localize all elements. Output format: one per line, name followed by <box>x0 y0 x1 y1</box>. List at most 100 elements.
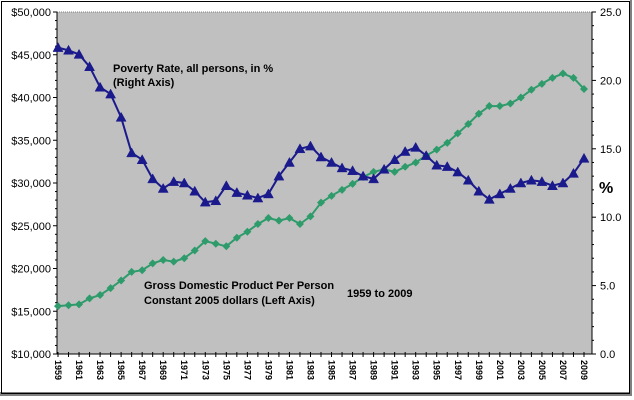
plot-area <box>57 12 592 354</box>
x-tick-label: 1991 <box>390 360 400 380</box>
x-tick-label: 1983 <box>305 360 315 380</box>
data-point-triangle <box>347 165 358 175</box>
data-point-triangle <box>410 141 422 152</box>
data-point-diamond <box>348 179 357 188</box>
data-point-triangle <box>515 177 527 188</box>
data-point-triangle <box>441 161 453 171</box>
data-point-diamond <box>369 167 378 176</box>
data-point-diamond <box>295 220 304 229</box>
x-tick-label: 1963 <box>95 360 105 380</box>
data-point-triangle <box>547 180 558 190</box>
data-point-triangle <box>273 170 285 181</box>
data-point-triangle <box>389 154 401 164</box>
data-point-triangle <box>157 182 169 193</box>
data-point-triangle <box>73 48 85 59</box>
x-tick-label: 1977 <box>242 360 252 380</box>
x-tick-label: 1989 <box>369 360 379 380</box>
data-point-diamond <box>317 198 325 207</box>
x-tick-label: 2009 <box>579 360 589 380</box>
data-point-diamond <box>411 158 420 167</box>
x-tick-label: 1987 <box>348 360 358 380</box>
series-poverty <box>52 42 590 207</box>
data-point-triangle <box>557 177 569 188</box>
data-point-diamond <box>222 242 231 251</box>
data-point-triangle <box>462 174 474 185</box>
data-point-triangle <box>368 173 380 184</box>
data-point-triangle <box>483 193 495 204</box>
x-tick-label: 2003 <box>516 360 526 380</box>
data-point-diamond <box>148 259 157 268</box>
data-point-triangle <box>252 192 264 203</box>
chart-border <box>1 1 630 394</box>
data-point-triangle <box>220 180 232 190</box>
gdp-annotation-line1: Gross Domestic Product Per Person <box>144 280 334 292</box>
data-point-triangle <box>52 42 64 52</box>
data-point-diamond <box>306 212 315 221</box>
x-tick-label: 2007 <box>558 360 568 380</box>
left-axis: $10,000 $15,000 $20,000 $25,000 $30,000 $35,0… <box>11 7 58 361</box>
data-point-triangle <box>178 177 190 188</box>
poverty-annotation-line1: Poverty Rate, all persons, in % <box>113 63 273 75</box>
data-point-triangle <box>378 163 390 174</box>
data-point-triangle <box>494 188 506 199</box>
data-point-diamond <box>569 73 578 82</box>
series-gdp <box>54 69 588 311</box>
data-point-diamond <box>464 120 473 129</box>
x-tick-label: 1959 <box>53 360 63 380</box>
data-point-triangle <box>315 151 327 162</box>
x-tick-label: 1979 <box>263 360 273 380</box>
x-tick-label: 1985 <box>327 360 337 380</box>
data-point-diamond <box>211 239 220 248</box>
data-point-diamond <box>580 84 588 93</box>
left-tick-label: $45,000 <box>11 50 51 62</box>
data-point-diamond <box>390 167 399 176</box>
data-point-triangle <box>357 170 369 181</box>
right-tick-label: 20.0 <box>600 75 621 87</box>
data-point-diamond <box>401 162 410 171</box>
data-point-diamond <box>485 102 494 111</box>
data-point-diamond <box>338 185 347 194</box>
x-tick-label: 1999 <box>474 360 484 380</box>
data-point-diamond <box>54 302 62 311</box>
data-point-diamond <box>169 257 178 266</box>
data-point-triangle <box>168 176 180 186</box>
right-tick-label: 15.0 <box>600 144 621 156</box>
data-point-diamond <box>106 284 115 293</box>
data-point-triangle <box>147 173 159 184</box>
data-point-diamond <box>117 276 126 285</box>
right-tick-label: 0.0 <box>600 349 615 361</box>
data-point-triangle <box>452 166 464 177</box>
data-point-triangle <box>284 156 295 167</box>
x-tick-label: 2005 <box>537 360 547 380</box>
data-point-diamond <box>274 216 283 225</box>
left-tick-label: $20,000 <box>11 264 51 276</box>
x-tick-label: 1973 <box>200 360 210 380</box>
data-point-triangle <box>94 81 106 92</box>
x-tick-label: 2001 <box>495 360 505 380</box>
data-point-triangle <box>473 185 485 196</box>
data-point-triangle <box>136 154 148 164</box>
data-point-diamond <box>190 246 199 255</box>
data-point-triangle <box>126 147 138 158</box>
data-point-diamond <box>85 294 94 303</box>
right-tick-label: 5.0 <box>600 281 615 293</box>
x-axis: 1959 1961 1963 1965 1967 1969 1971 1973 1975 1977… <box>53 352 592 380</box>
x-tick-label: 1993 <box>411 360 421 380</box>
data-point-diamond <box>64 301 73 310</box>
data-point-triangle <box>568 167 579 178</box>
left-tick-label: $10,000 <box>11 349 51 361</box>
data-point-triangle <box>115 111 127 122</box>
period-annotation: 1959 to 2009 <box>347 288 412 300</box>
x-tick-label: 1981 <box>284 360 294 380</box>
gdp-annotation-line2: Constant 2005 dollars (Left Axis) <box>144 295 315 307</box>
data-point-diamond <box>285 214 294 223</box>
data-point-triangle <box>189 185 201 196</box>
x-tick-label: 1971 <box>179 360 189 380</box>
data-point-triangle <box>63 44 74 55</box>
right-axis-label: % <box>599 180 613 197</box>
left-tick-label: $40,000 <box>11 93 51 105</box>
data-point-diamond <box>264 214 273 223</box>
data-point-triangle <box>241 189 253 200</box>
